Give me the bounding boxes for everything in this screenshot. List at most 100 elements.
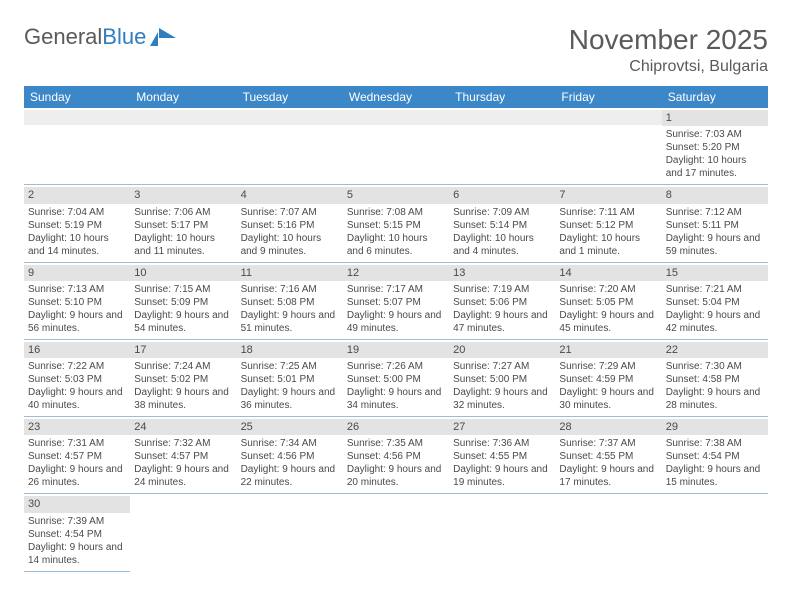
sunset-text: Sunset: 5:09 PM [134,296,232,309]
calendar-body: 1Sunrise: 7:03 AMSunset: 5:20 PMDaylight… [24,108,768,572]
day-cell: 16Sunrise: 7:22 AMSunset: 5:03 PMDayligh… [24,340,130,417]
day-cell: 8 Sunrise: 7:12 AMSunset: 5:11 PMDaylight… [662,185,768,262]
sunset-text: Sunset: 4:56 PM [347,450,445,463]
day-number: 26 [343,419,449,435]
sunrise-text: Sunrise: 7:27 AM [453,360,551,373]
daylight-text: Daylight: 9 hours and 19 minutes. [453,463,551,489]
day-number: 3 [130,187,236,203]
daylight-text: Daylight: 9 hours and 59 minutes. [666,232,764,258]
day-number: 1 [662,110,768,126]
sunset-text: Sunset: 5:01 PM [241,373,339,386]
sunset-text: Sunset: 4:58 PM [666,373,764,386]
sunrise-text: Sunrise: 7:30 AM [666,360,764,373]
sunrise-text: Sunrise: 7:25 AM [241,360,339,373]
sunrise-text: Sunrise: 7:35 AM [347,437,445,450]
sunrise-text: Sunrise: 7:34 AM [241,437,339,450]
sunset-text: Sunset: 4:55 PM [453,450,551,463]
sunset-text: Sunset: 4:59 PM [559,373,657,386]
sunset-text: Sunset: 5:00 PM [347,373,445,386]
day-cell-blank [343,108,449,185]
day-number: 19 [343,342,449,358]
day-number: 18 [237,342,343,358]
daylight-text: Daylight: 9 hours and 15 minutes. [666,463,764,489]
daynum-blank [237,110,343,125]
day-number: 13 [449,265,555,281]
daylight-text: Daylight: 9 hours and 14 minutes. [28,541,126,567]
week-row: 9Sunrise: 7:13 AMSunset: 5:10 PMDaylight… [24,263,768,340]
day-number: 21 [555,342,661,358]
daynum-blank [449,110,555,125]
day-cell: 2Sunrise: 7:04 AMSunset: 5:19 PMDaylight… [24,185,130,262]
day-number: 15 [662,265,768,281]
sunset-text: Sunset: 5:04 PM [666,296,764,309]
day-number: 5 [343,187,449,203]
sunrise-text: Sunrise: 7:21 AM [666,283,764,296]
day-cell: 10Sunrise: 7:15 AMSunset: 5:09 PMDayligh… [130,263,236,340]
month-title: November 2025 [569,24,768,56]
weekday-wednesday: Wednesday [343,86,449,108]
week-row: 16Sunrise: 7:22 AMSunset: 5:03 PMDayligh… [24,340,768,417]
daylight-text: Daylight: 9 hours and 26 minutes. [28,463,126,489]
week-row: 2Sunrise: 7:04 AMSunset: 5:19 PMDaylight… [24,185,768,262]
day-cell: 11Sunrise: 7:16 AMSunset: 5:08 PMDayligh… [237,263,343,340]
weekday-thursday: Thursday [449,86,555,108]
day-cell: 3Sunrise: 7:06 AMSunset: 5:17 PMDaylight… [130,185,236,262]
sunset-text: Sunset: 5:03 PM [28,373,126,386]
day-cell-blank [130,108,236,185]
day-cell: 24Sunrise: 7:32 AMSunset: 4:57 PMDayligh… [130,417,236,494]
daylight-text: Daylight: 9 hours and 24 minutes. [134,463,232,489]
daynum-blank [343,110,449,125]
location: Chiprovtsi, Bulgaria [569,58,768,76]
sunset-text: Sunset: 5:15 PM [347,219,445,232]
title-block: November 2025 Chiprovtsi, Bulgaria [569,24,768,76]
day-cell: 1Sunrise: 7:03 AMSunset: 5:20 PMDaylight… [662,108,768,185]
logo-text-blue: Blue [102,24,146,50]
weekday-tuesday: Tuesday [237,86,343,108]
daylight-text: Daylight: 9 hours and 38 minutes. [134,386,232,412]
day-cell: 23Sunrise: 7:31 AMSunset: 4:57 PMDayligh… [24,417,130,494]
sunset-text: Sunset: 5:11 PM [666,219,764,232]
sunrise-text: Sunrise: 7:38 AM [666,437,764,450]
logo: GeneralBlue [24,24,176,50]
sunset-text: Sunset: 5:00 PM [453,373,551,386]
sunset-text: Sunset: 5:10 PM [28,296,126,309]
sunset-text: Sunset: 4:57 PM [134,450,232,463]
sunrise-text: Sunrise: 7:37 AM [559,437,657,450]
daylight-text: Daylight: 10 hours and 6 minutes. [347,232,445,258]
daylight-text: Daylight: 10 hours and 1 minute. [559,232,657,258]
day-cell: 14Sunrise: 7:20 AMSunset: 5:05 PMDayligh… [555,263,661,340]
sunrise-text: Sunrise: 7:06 AM [134,206,232,219]
sunset-text: Sunset: 5:16 PM [241,219,339,232]
daylight-text: Daylight: 9 hours and 56 minutes. [28,309,126,335]
sunrise-text: Sunrise: 7:13 AM [28,283,126,296]
day-number: 14 [555,265,661,281]
day-cell-empty [237,494,343,571]
weekday-friday: Friday [555,86,661,108]
weekday-saturday: Saturday [662,86,768,108]
day-cell-blank [555,108,661,185]
daylight-text: Daylight: 10 hours and 11 minutes. [134,232,232,258]
sunrise-text: Sunrise: 7:03 AM [666,128,764,141]
day-number: 24 [130,419,236,435]
sunrise-text: Sunrise: 7:36 AM [453,437,551,450]
daylight-text: Daylight: 9 hours and 22 minutes. [241,463,339,489]
daylight-text: Daylight: 9 hours and 30 minutes. [559,386,657,412]
daylight-text: Daylight: 10 hours and 9 minutes. [241,232,339,258]
week-row: 1Sunrise: 7:03 AMSunset: 5:20 PMDaylight… [24,108,768,185]
sunrise-text: Sunrise: 7:12 AM [666,206,764,219]
sunrise-text: Sunrise: 7:24 AM [134,360,232,373]
day-number: 8 [662,187,768,203]
sunset-text: Sunset: 5:08 PM [241,296,339,309]
sunrise-text: Sunrise: 7:15 AM [134,283,232,296]
day-number: 12 [343,265,449,281]
day-cell: 21Sunrise: 7:29 AMSunset: 4:59 PMDayligh… [555,340,661,417]
sunrise-text: Sunrise: 7:17 AM [347,283,445,296]
week-row: 23Sunrise: 7:31 AMSunset: 4:57 PMDayligh… [24,417,768,494]
day-number: 23 [24,419,130,435]
daylight-text: Daylight: 9 hours and 49 minutes. [347,309,445,335]
sunrise-text: Sunrise: 7:16 AM [241,283,339,296]
day-number: 29 [662,419,768,435]
weekday-monday: Monday [130,86,236,108]
day-cell: 20Sunrise: 7:27 AMSunset: 5:00 PMDayligh… [449,340,555,417]
day-number: 10 [130,265,236,281]
